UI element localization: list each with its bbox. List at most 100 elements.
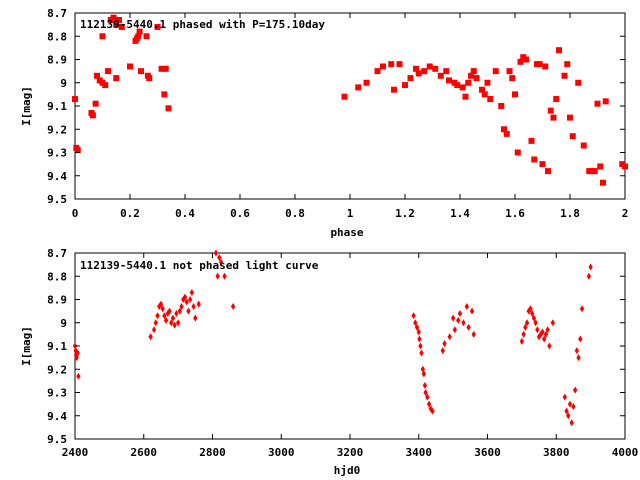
phased-data-point	[110, 14, 117, 21]
phased-data-point	[74, 147, 81, 154]
unphased-y-tick-label: 9.3	[47, 387, 67, 400]
phased-data-point	[484, 79, 491, 86]
unphased-data-point	[425, 393, 430, 401]
phased-y-tick-label: 9.2	[47, 123, 67, 136]
unphased-data-point	[76, 372, 81, 380]
unphased-data-point	[572, 386, 578, 394]
unphased-data-point	[542, 335, 547, 343]
phased-data-point	[498, 103, 505, 109]
unphased-data-point	[524, 319, 530, 327]
unphased-data-point	[218, 258, 224, 266]
phased-data-point	[363, 79, 370, 86]
phased-data-point	[506, 68, 513, 75]
phased-data-point	[462, 93, 469, 100]
unphased-data-point	[543, 330, 549, 338]
phased-data-point	[113, 21, 120, 28]
phased-data-point	[162, 65, 169, 72]
phased-data-point	[99, 33, 106, 40]
unphased-data-point	[564, 407, 569, 415]
unphased-x-tick-label: 3600	[474, 446, 501, 459]
unphased-data-point	[452, 326, 458, 334]
unphased-x-axis-label: hjd0	[334, 464, 361, 477]
unphased-data-point	[576, 354, 581, 362]
unphased-data-point	[158, 300, 164, 308]
unphased-y-axis-label: I[mag]	[20, 326, 33, 366]
phased-data-point	[481, 91, 488, 98]
phased-data-point	[143, 33, 150, 40]
phased-x-tick-label: 1.8	[560, 207, 580, 220]
phased-data-point	[468, 72, 474, 79]
phased-y-tick-label: 9.4	[47, 170, 67, 183]
phased-data-point	[454, 82, 461, 89]
phased-data-point	[459, 84, 466, 91]
phased-data-point	[591, 168, 598, 175]
unphased-data-point	[586, 272, 592, 280]
phased-y-tick-label: 9.3	[47, 147, 67, 160]
phased-data-point	[545, 168, 551, 175]
unphased-data-point	[569, 419, 574, 427]
unphased-data-point	[191, 302, 196, 310]
unphased-data-point	[588, 263, 593, 271]
unphased-data-point	[422, 382, 428, 390]
phased-data-point	[158, 65, 165, 72]
unphased-data-point	[416, 328, 421, 336]
unphased-data-point	[426, 400, 432, 408]
phased-data-point	[72, 96, 78, 103]
phased-data-point	[575, 79, 582, 86]
unphased-points	[72, 249, 593, 427]
unphased-data-point	[174, 309, 179, 317]
unphased-data-point	[187, 296, 193, 303]
unphased-data-point	[457, 309, 463, 317]
unphased-x-tick-label: 2600	[131, 446, 158, 459]
unphased-data-point	[471, 330, 476, 338]
phased-data-point	[391, 86, 397, 93]
phased-data-point	[127, 63, 133, 70]
phased-data-point	[138, 68, 144, 75]
unphased-data-point	[181, 296, 186, 303]
phased-x-tick-label: 1.4	[450, 207, 470, 220]
unphased-data-point	[186, 307, 191, 315]
phased-y-tick-label: 8.8	[47, 30, 67, 43]
unphased-data-point	[213, 249, 219, 257]
unphased-x-tick-label: 3200	[337, 446, 364, 459]
unphased-data-point	[419, 349, 424, 357]
phased-data-point	[600, 179, 606, 186]
unphased-data-point	[578, 335, 583, 343]
unphased-y-tick-label: 8.8	[47, 270, 67, 283]
phased-data-point	[501, 126, 507, 133]
unphased-data-point	[464, 302, 470, 310]
phased-data-point	[473, 75, 480, 82]
phased-data-point	[514, 149, 521, 156]
unphased-chart-title: 112139-5440.1 not phased light curve	[80, 259, 319, 272]
unphased-data-point	[528, 305, 533, 313]
phased-data-point	[396, 61, 403, 68]
phased-data-point	[116, 16, 122, 23]
unphased-data-point	[417, 335, 422, 343]
phased-x-tick-label: 0.8	[285, 207, 305, 220]
unphased-data-point	[160, 305, 165, 313]
phased-data-point	[487, 96, 494, 103]
unphased-data-point	[165, 309, 171, 317]
unphased-data-point	[531, 314, 537, 322]
phased-data-point	[528, 137, 535, 144]
unphased-y-tick-label: 9	[60, 317, 67, 330]
phased-data-point	[465, 79, 472, 86]
phased-points	[72, 14, 628, 186]
unphased-data-point	[184, 298, 189, 306]
phased-data-point	[161, 91, 168, 98]
phased-data-point	[561, 72, 568, 79]
phased-data-point	[402, 82, 408, 89]
phased-data-point	[523, 56, 529, 63]
unphased-data-point	[177, 307, 183, 315]
phased-x-tick-label: 0	[72, 207, 79, 220]
phased-data-point	[470, 68, 477, 75]
phased-data-point	[135, 33, 142, 40]
unphased-x-tick-label: 4000	[612, 446, 639, 459]
unphased-chart: 2400 2600 2800 3000 3200 3400 3600 3800 4000 8.7…	[20, 247, 638, 477]
phased-y-tick-label: 9	[60, 77, 67, 90]
unphased-data-point	[529, 309, 535, 317]
phased-data-point	[580, 142, 587, 149]
unphased-data-point	[169, 319, 174, 327]
unphased-data-point	[547, 342, 552, 350]
